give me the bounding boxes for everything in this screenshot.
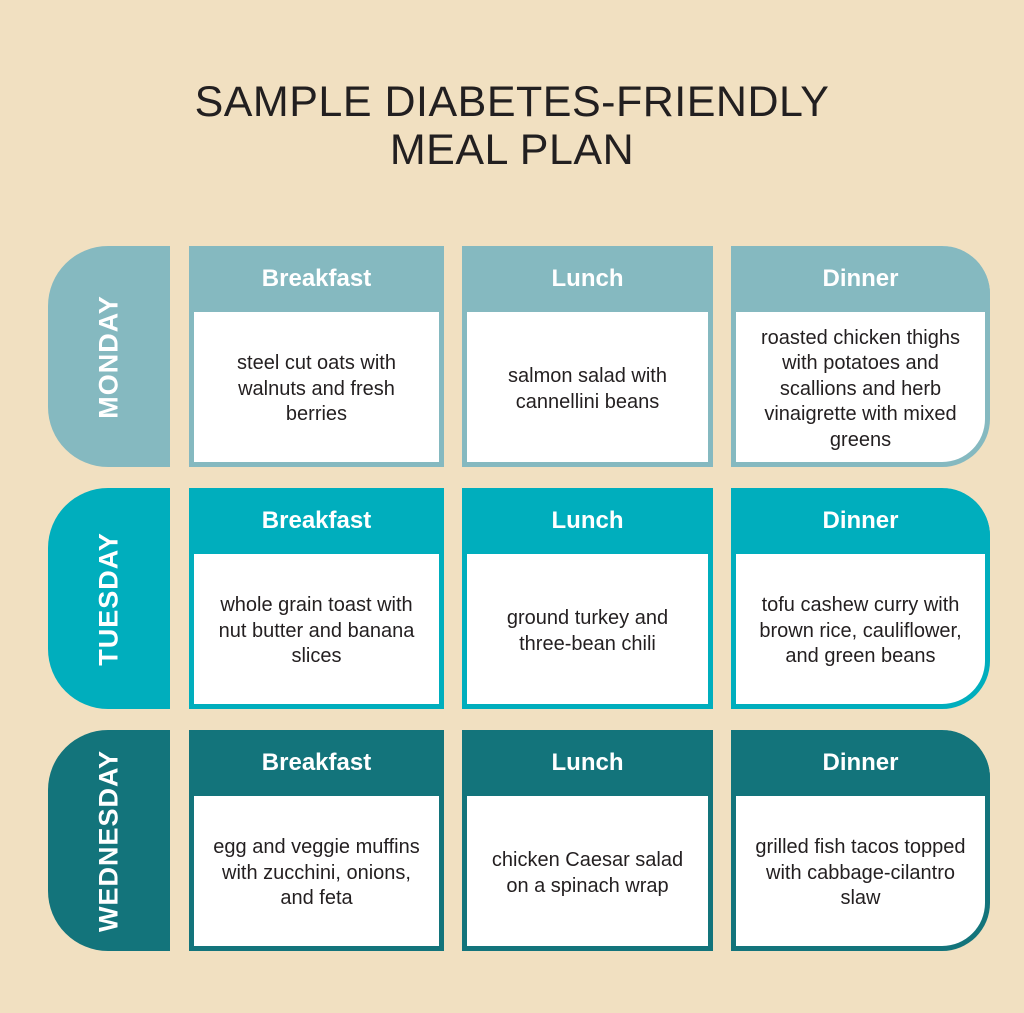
- meal-description: steel cut oats with walnuts and fresh be…: [237, 352, 396, 426]
- meal-description: egg and veggie muffins with zucchini, on…: [213, 836, 420, 910]
- meal-description: whole grain toast with nut butter and ba…: [218, 594, 415, 668]
- meal-card-monday-dinner: Dinner roasted chicken thighs with potat…: [731, 246, 990, 467]
- meal-card-tuesday-dinner: Dinner tofu cashew curry with brown rice…: [731, 488, 990, 709]
- meal-label: Dinner: [731, 246, 990, 312]
- day-tab-tuesday: TUESDAY: [48, 488, 170, 709]
- meal-description: grilled fish tacos topped with cabbage-c…: [755, 836, 966, 910]
- meal-label: Breakfast: [189, 730, 444, 796]
- meal-label: Lunch: [462, 488, 713, 554]
- page-title: SAMPLE DIABETES-FRIENDLY MEAL PLAN: [0, 78, 1024, 174]
- meal-card-monday-breakfast: Breakfast steel cut oats with walnuts an…: [189, 246, 444, 467]
- meal-label: Dinner: [731, 730, 990, 796]
- meal-card-wednesday-breakfast: Breakfast egg and veggie muffins with zu…: [189, 730, 444, 951]
- meal-description: ground turkey and three-bean chili: [506, 607, 669, 655]
- meal-card-tuesday-lunch: Lunch ground turkey and three-bean chili: [462, 488, 713, 709]
- meal-description: tofu cashew curry with brown rice, cauli…: [759, 594, 962, 668]
- meal-description: salmon salad with cannellini beans: [508, 365, 667, 413]
- meal-description: chicken Caesar salad on a spinach wrap: [491, 849, 684, 897]
- day-label: WEDNESDAY: [93, 749, 124, 932]
- meal-label: Breakfast: [189, 488, 444, 554]
- title-line-2: MEAL PLAN: [389, 126, 635, 174]
- meal-description: roasted chicken thighs with potatoes and…: [760, 326, 960, 451]
- meal-label: Dinner: [731, 488, 990, 554]
- title-line-1: SAMPLE DIABETES-FRIENDLY: [194, 78, 830, 126]
- day-label: TUESDAY: [93, 531, 124, 666]
- meal-card-monday-lunch: Lunch salmon salad with cannellini beans: [462, 246, 713, 467]
- day-tab-wednesday: WEDNESDAY: [48, 730, 170, 951]
- meal-label: Breakfast: [189, 246, 444, 312]
- day-tab-monday: MONDAY: [48, 246, 170, 467]
- day-label: MONDAY: [93, 294, 124, 419]
- meal-card-tuesday-breakfast: Breakfast whole grain toast with nut but…: [189, 488, 444, 709]
- meal-label: Lunch: [462, 730, 713, 796]
- meal-card-wednesday-lunch: Lunch chicken Caesar salad on a spinach …: [462, 730, 713, 951]
- meal-card-wednesday-dinner: Dinner grilled fish tacos topped with ca…: [731, 730, 990, 951]
- meal-label: Lunch: [462, 246, 713, 312]
